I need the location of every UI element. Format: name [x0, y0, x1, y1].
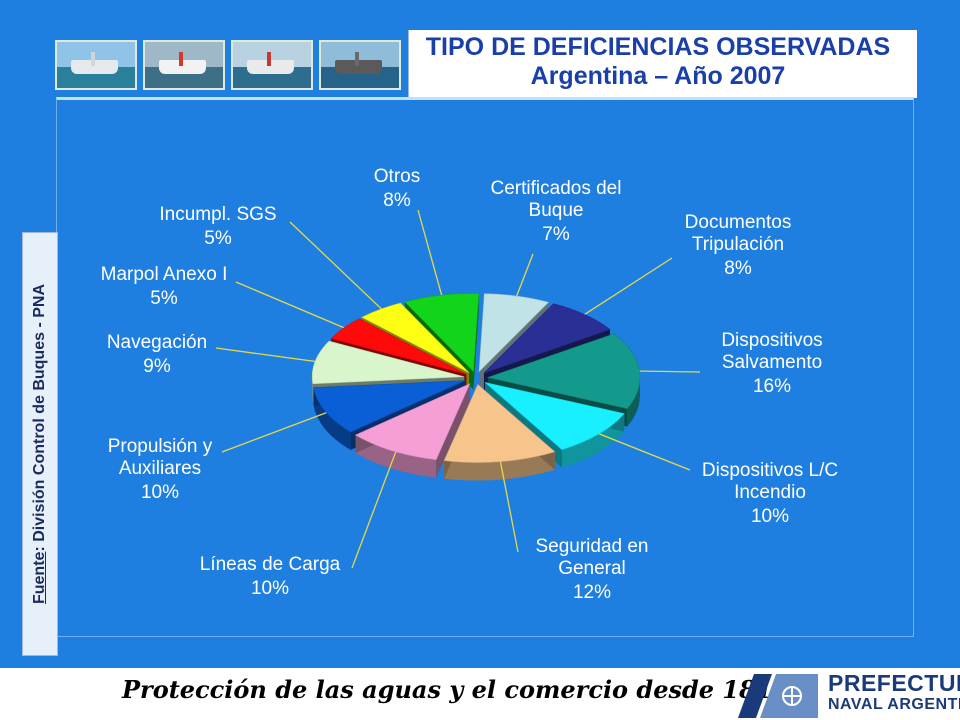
source-strip	[22, 232, 58, 656]
org-name: PREFECTURA NAVAL ARGENTINA	[828, 672, 960, 716]
chart-title-line2: Argentina – Año 2007	[530, 62, 786, 90]
ship-photo	[55, 40, 137, 90]
pie-slice-side	[627, 377, 640, 427]
header-photo-strip	[55, 40, 405, 92]
slice-label: Otros 8%	[374, 166, 420, 211]
pie-slice-side	[444, 451, 555, 481]
leader-line	[215, 347, 328, 364]
pie-slice	[478, 293, 550, 373]
leader-line	[351, 445, 399, 569]
pie-slices	[311, 293, 641, 463]
pie-slice	[361, 302, 470, 373]
pie-slice	[311, 340, 465, 385]
leader-line	[498, 455, 519, 553]
pie-slice	[354, 383, 471, 461]
slice-label: Navegación 9%	[107, 332, 207, 377]
pie-slice	[330, 318, 467, 375]
slice-label: Propulsión y Auxiliares 10%	[108, 436, 213, 503]
slice-value: 7%	[542, 224, 570, 245]
leader-lines	[215, 209, 701, 569]
pie-slice-wall	[473, 293, 479, 390]
pie-slice-wall	[436, 383, 470, 478]
chart-title-line1: TIPO DE DEFICIENCIAS OBSERVADAS	[425, 33, 891, 61]
footer-slogan: Protección de las aguas y el comercio de…	[122, 675, 790, 704]
prefectura-logo-icon	[738, 674, 818, 718]
pie-chart: Certificados del Buque 7% Documentos Tripula…	[101, 166, 838, 603]
slice-label: Incumpl. SGS 5%	[159, 204, 276, 249]
slice-label: Certificados del Buque 7%	[491, 178, 622, 245]
aircraft-photo	[231, 40, 313, 90]
pie-slice	[484, 382, 625, 450]
leader-line	[221, 408, 337, 453]
pie-slice	[483, 303, 611, 374]
slice-value: 8%	[383, 190, 411, 211]
slice-label: Dispositivos L/C Incendio 10%	[702, 460, 838, 527]
slice-value: 9%	[143, 356, 171, 377]
leader-line	[235, 281, 354, 333]
title-bar	[408, 30, 917, 98]
aircraft-photo	[143, 40, 225, 90]
chart-title: TIPO DE DEFICIENCIAS OBSERVADAS Argentin…	[408, 33, 908, 91]
platform-photo	[319, 40, 401, 90]
leader-line	[589, 429, 691, 471]
leader-line	[289, 221, 388, 315]
slice-label: Documentos Tripulación 8%	[685, 212, 792, 279]
slice-value: 12%	[573, 582, 611, 603]
pie-slice	[443, 384, 556, 463]
slice-value: 5%	[204, 228, 232, 249]
leader-line	[513, 253, 534, 303]
slice-label: Dispositivos Salvamento 16%	[721, 330, 822, 397]
pie-slice	[313, 380, 466, 433]
pie-slice-side	[355, 435, 437, 478]
slice-value: 5%	[150, 288, 178, 309]
slice-value: 10%	[251, 578, 289, 599]
leader-line	[417, 209, 445, 302]
slice-label: Marpol Anexo I 5%	[101, 264, 228, 309]
leader-line	[576, 257, 673, 320]
pie-slice	[486, 333, 641, 409]
pie-labels: Certificados del Buque 7% Documentos Tripula…	[101, 166, 838, 603]
slice-value: 16%	[753, 376, 791, 397]
slice-label: Seguridad en General 12%	[535, 536, 648, 603]
pie-slice-side	[561, 413, 625, 468]
slice-value: 10%	[141, 482, 179, 503]
slice-value: 8%	[724, 258, 752, 279]
org-name-line2: NAVAL ARGENTINA	[828, 696, 960, 713]
org-name-line1: PREFECTURA	[828, 670, 960, 696]
pie-slice	[404, 293, 480, 373]
slice-label: Líneas de Carga 10%	[200, 554, 341, 599]
slice-value: 10%	[751, 506, 789, 527]
